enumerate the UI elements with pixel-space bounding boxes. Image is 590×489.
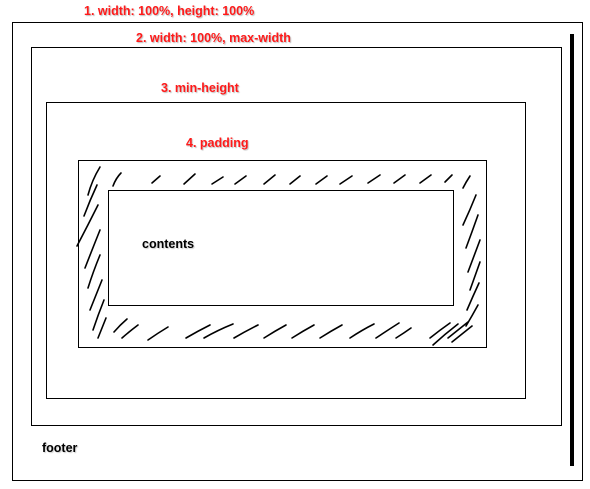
label-padding: 4. padding bbox=[186, 136, 249, 150]
min-height-box bbox=[46, 102, 526, 399]
padding-box bbox=[78, 160, 487, 348]
outer-box-width-height-100 bbox=[12, 22, 583, 481]
max-width-box bbox=[31, 47, 562, 426]
label-contents: contents bbox=[142, 237, 195, 251]
label-min-height: 3. min-height bbox=[161, 81, 239, 95]
label-width-max-width: 2. width: 100%, max-width bbox=[136, 31, 291, 45]
label-width-height-100: 1. width: 100%, height: 100% bbox=[84, 4, 255, 18]
vertical-scroll-line bbox=[570, 34, 574, 466]
label-footer: footer bbox=[42, 441, 78, 455]
contents-box bbox=[108, 190, 454, 306]
